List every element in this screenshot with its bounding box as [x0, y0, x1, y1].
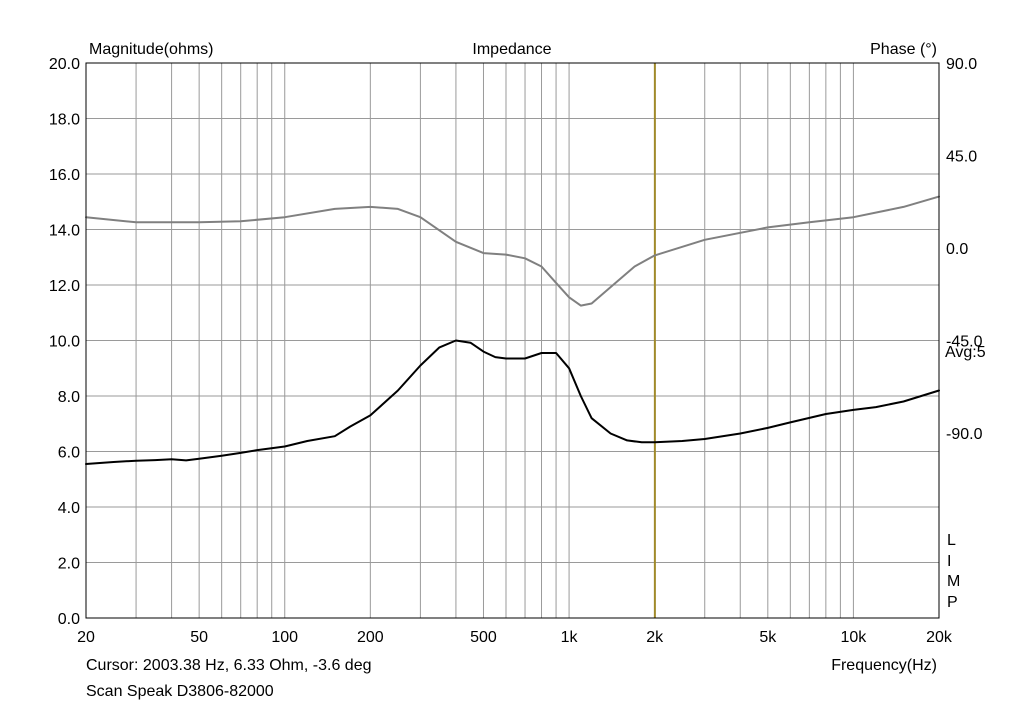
y-tick-label-right: 90.0: [946, 56, 977, 73]
footer-label: Scan Speak D3806-82000: [86, 683, 274, 700]
y-tick-label-left: 20.0: [49, 56, 80, 73]
plot-frame: [85, 62, 940, 619]
y-tick-label-left: 12.0: [49, 278, 80, 295]
x-axis-label: Frequency(Hz): [831, 657, 937, 674]
x-tick-label: 20k: [926, 629, 953, 646]
side-letter-p: P: [947, 594, 958, 611]
x-tick-label: 20: [77, 629, 95, 646]
y-tick-label-left: 10.0: [49, 334, 80, 351]
y-tick-label-left: 0.0: [58, 611, 80, 628]
y-tick-label-left: 4.0: [58, 500, 80, 517]
y-tick-label-left: 16.0: [49, 167, 80, 184]
x-tick-label: 1k: [561, 629, 579, 646]
cursor-readout: Cursor: 2003.38 Hz, 6.33 Ohm, -3.6 deg: [86, 657, 371, 674]
x-tick-label: 10k: [841, 629, 868, 646]
right-axis-label: Phase (°): [870, 41, 937, 58]
left-axis-label: Magnitude(ohms): [89, 41, 214, 58]
side-letter-m: M: [947, 573, 960, 590]
chart-title: Impedance: [472, 41, 551, 58]
side-letter-l: L: [947, 532, 956, 549]
series-layer: [85, 63, 940, 618]
x-tick-label: 5k: [759, 629, 777, 646]
x-tick-label: 50: [190, 629, 208, 646]
x-tick-label: 100: [271, 629, 298, 646]
y-tick-label-right: 0.0: [946, 241, 968, 258]
y-tick-label-left: 6.0: [58, 445, 80, 462]
x-tick-label: 500: [470, 629, 497, 646]
y-tick-label-right: 45.0: [946, 149, 977, 166]
side-letter-i: I: [947, 553, 951, 570]
y-tick-label-right: -90.0: [946, 426, 983, 443]
y-tick-label-left: 14.0: [49, 223, 80, 240]
x-tick-label: 2k: [646, 629, 664, 646]
avg-label: Avg:5: [945, 344, 986, 361]
x-tick-label: 200: [357, 629, 384, 646]
magnitude-curve: [85, 339, 940, 465]
y-tick-label-left: 2.0: [58, 556, 80, 573]
y-tick-label-left: 18.0: [49, 112, 80, 129]
y-tick-label-left: 8.0: [58, 389, 80, 406]
y-tick-label-right: -45.0: [946, 334, 983, 351]
tick-labels: 0.0 2.0 4.0 6.0 8.0 10.0 12.0 14.0 16.0 18.0 20.0 9…: [49, 56, 983, 646]
phase-curve: [85, 195, 940, 307]
